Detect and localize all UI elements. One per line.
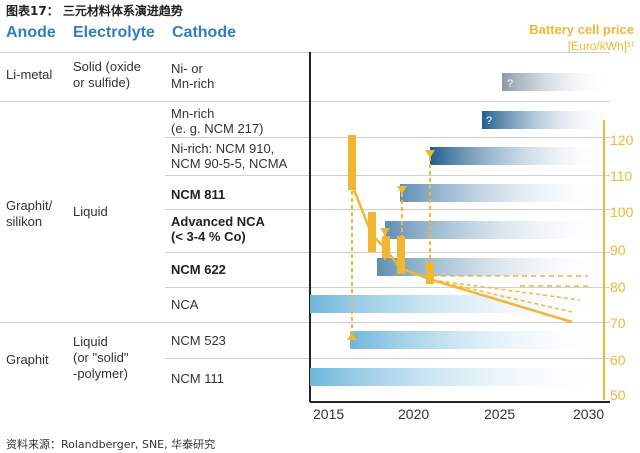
divider bbox=[165, 358, 610, 359]
anode-graphit-silikon: Graphit/ silikon bbox=[6, 198, 53, 229]
divider bbox=[0, 52, 610, 53]
price-tick: 50 bbox=[610, 387, 626, 403]
divider bbox=[0, 101, 610, 102]
tech-bar bbox=[310, 295, 610, 313]
cathode-label: NCM 811 bbox=[171, 187, 226, 202]
tech-bar bbox=[482, 111, 610, 129]
tech-bar bbox=[385, 221, 610, 239]
anode-limetal: Li-metal bbox=[6, 67, 53, 82]
cathode-label: NCM 523 bbox=[171, 333, 226, 348]
price-tick: 100 bbox=[610, 204, 634, 220]
cathode-label: NCM 622 bbox=[171, 262, 226, 277]
price-tick: 80 bbox=[610, 279, 626, 295]
tech-bar bbox=[377, 258, 610, 276]
price-tick: 60 bbox=[610, 352, 626, 368]
price-axis-unit: [Euro/kWh]¹⁾ bbox=[567, 39, 634, 53]
price-trend bbox=[350, 135, 590, 340]
header-anode: Anode bbox=[6, 24, 56, 41]
price-axis-title: Battery cell price bbox=[529, 22, 634, 37]
price-tick: 90 bbox=[610, 242, 626, 258]
electrolyte-solid: Solid (oxide or sulfide) bbox=[73, 59, 141, 90]
divider bbox=[165, 209, 610, 210]
price-range-boxes bbox=[347, 135, 435, 340]
cathode-label: Advanced NCA (< 3-4 % Co) bbox=[171, 214, 265, 244]
tech-bar-label: ? bbox=[507, 78, 513, 90]
year-tick: 2015 bbox=[313, 406, 345, 422]
divider bbox=[0, 322, 610, 323]
cathode-label: Ni- or Mn-rich bbox=[171, 61, 215, 91]
year-tick: 2020 bbox=[398, 406, 430, 422]
year-tick: 2030 bbox=[573, 406, 605, 422]
divider bbox=[165, 137, 610, 138]
cathode-label: Ni-rich: NCM 910, NCM 90-5-5, NCMA bbox=[171, 141, 288, 171]
header-cathode: Cathode bbox=[172, 24, 236, 41]
divider bbox=[165, 287, 610, 288]
tech-bar bbox=[310, 368, 610, 386]
year-tick: 2025 bbox=[484, 406, 516, 422]
electrolyte-liquid: Liquid bbox=[73, 204, 108, 219]
price-tick: 110 bbox=[610, 168, 633, 184]
source-note: 资料来源：Rolandberger, SNE, 华泰研究 bbox=[6, 438, 216, 451]
tech-bar bbox=[430, 147, 610, 165]
figure-caption: 图表17： 三元材料体系演进趋势 bbox=[6, 4, 183, 18]
header-electrolyte: Electrolyte bbox=[73, 24, 155, 41]
tech-bar-label: ? bbox=[486, 115, 492, 127]
cathode-label: NCM 111 bbox=[171, 371, 224, 386]
price-tick: 120 bbox=[610, 132, 634, 148]
tech-bar bbox=[350, 331, 610, 349]
cathode-label: Mn-rich (e. g. NCM 217) bbox=[171, 106, 264, 136]
cathode-label: NCA bbox=[171, 297, 199, 312]
anode-graphit: Graphit bbox=[6, 352, 49, 367]
tech-bar bbox=[502, 73, 610, 91]
tech-bar bbox=[400, 184, 610, 202]
electrolyte-liquid-polymer: Liquid (or "solid" -polymer) bbox=[73, 334, 129, 381]
divider bbox=[165, 175, 610, 176]
price-tick: 70 bbox=[610, 315, 626, 331]
